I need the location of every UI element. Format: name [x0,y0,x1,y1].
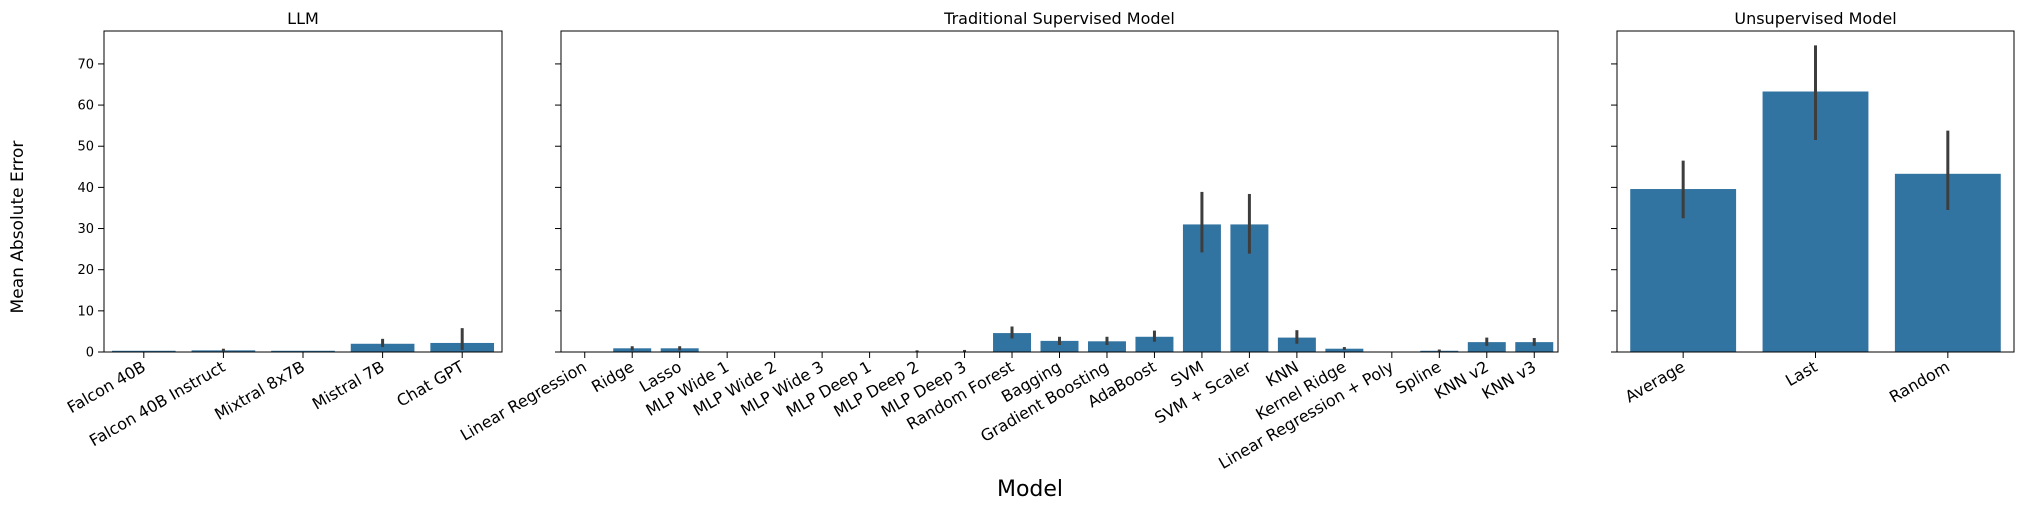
panel-2: Traditional Supervised Model Linear Regre… [457,9,1559,473]
x-tick-label: Last [1782,357,1820,390]
bar [111,350,176,352]
bar [1040,340,1079,352]
bar [1135,336,1174,352]
y-tick-label: 60 [77,99,94,114]
bar [191,350,256,352]
bar [1277,337,1316,352]
x-tick-label: Mixtral 8x7B [211,357,308,424]
x-tick-label: KNN v2 [1431,357,1492,403]
x-tick-label: Ridge [588,357,637,396]
x-tick-label: Mistral 7B [309,357,388,413]
x-tick-label: KNN v3 [1479,357,1540,403]
panel-title: Traditional Supervised Model [943,9,1175,28]
y-tick-label: 10 [77,304,94,319]
x-tick-label: Random [1886,357,1953,407]
y-axis-label: Mean Absolute Error [8,141,28,314]
bar [271,350,335,352]
axes-frame [1616,30,2015,353]
axes-frame [560,30,1559,353]
y-tick-label: 70 [77,57,94,72]
bar [350,343,415,352]
bar [1467,342,1506,352]
x-tick-label: Average [1622,357,1688,406]
panel-3: Unsupervised Model Average Last Random [1611,9,2015,407]
bar [1515,342,1554,352]
bar [993,333,1032,352]
bar [1087,341,1126,352]
x-tick-label: Falcon 40B Instruct [86,357,228,450]
x-tick-label: Linear Regression [457,357,590,445]
y-tick-label: 30 [77,222,94,237]
y-tick-label: 20 [77,263,94,278]
bar [1325,348,1364,352]
y-tick-label: 50 [77,140,94,155]
panel-title: LLM [287,9,319,28]
x-tick-label: Chat GPT [393,357,467,411]
y-tick-label: 40 [77,181,94,196]
panel-title: Unsupervised Model [1734,9,1896,28]
x-axis-label: Model [997,477,1063,502]
y-tick-label: 0 [86,346,94,361]
axes-frame [103,30,503,353]
